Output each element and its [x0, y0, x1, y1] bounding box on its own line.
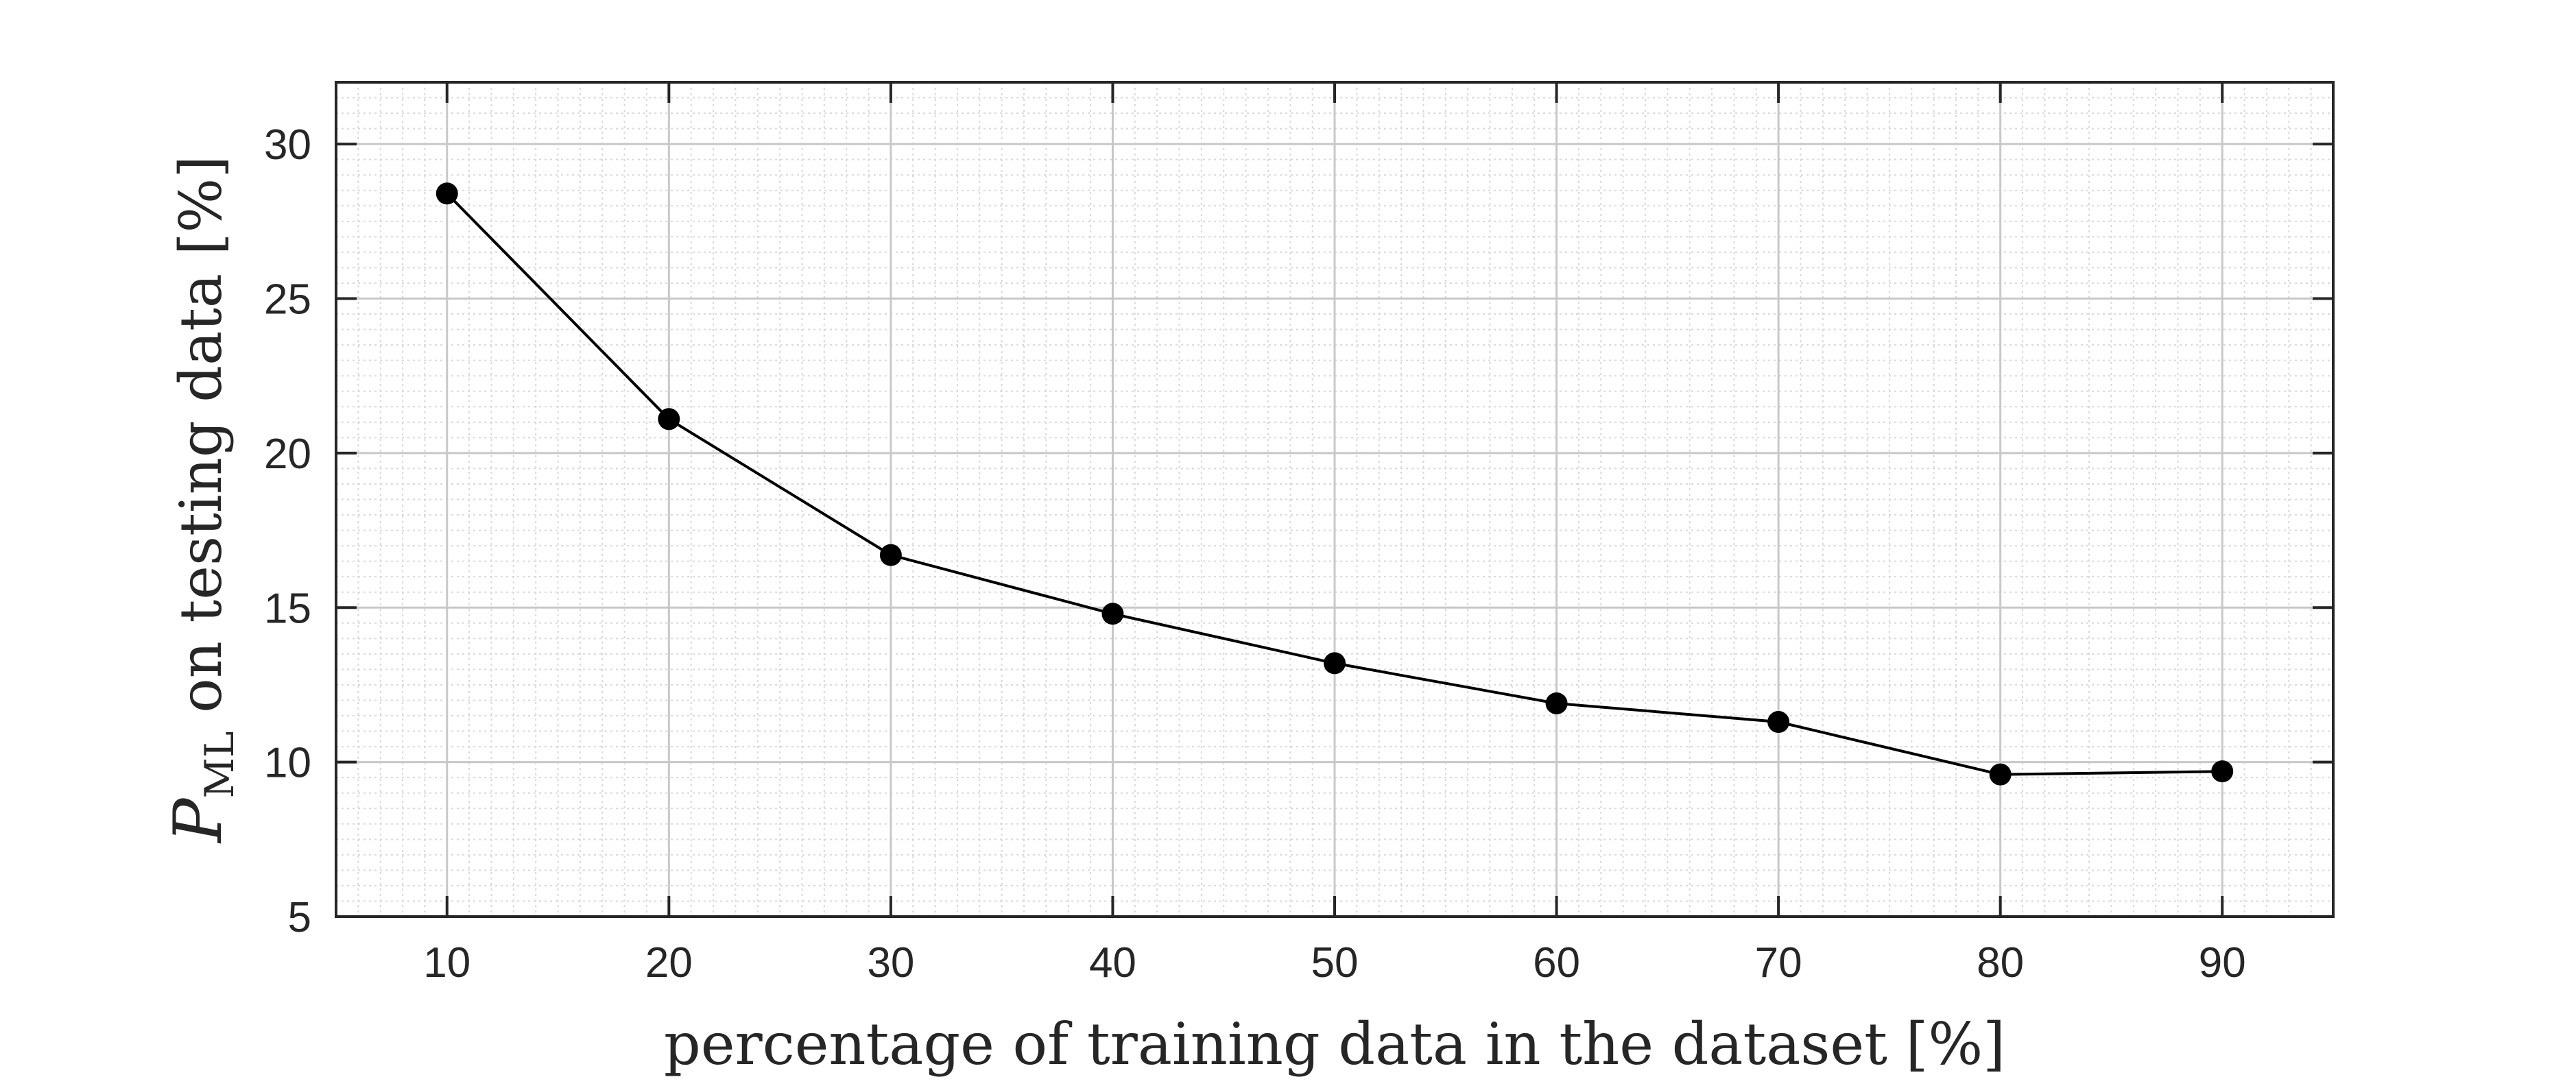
data-points: [436, 182, 2234, 786]
y-tick-label: 10: [264, 740, 311, 787]
y-tick-labels: 5 10 15 20 25 30: [264, 121, 311, 941]
y-axis-title: PML on testing data [%]: [160, 156, 243, 844]
x-tick-labels: 10 20 30 40 50 60 70 80 90: [423, 939, 2245, 987]
x-tick-label: 40: [1089, 939, 1136, 987]
y-axis-title-symbol: P: [160, 797, 237, 844]
y-axis-title-subscript: ML: [196, 732, 243, 799]
data-point: [1767, 711, 1790, 734]
data-point: [658, 408, 680, 431]
y-tick-label: 30: [264, 121, 311, 169]
x-tick-label: 10: [423, 939, 470, 987]
y-tick-label: 5: [288, 894, 311, 941]
x-tick-label: 30: [867, 939, 914, 987]
data-point: [879, 544, 902, 566]
x-tick-label: 60: [1533, 939, 1580, 987]
data-point: [436, 182, 458, 205]
y-tick-label: 15: [264, 585, 311, 632]
x-tick-label: 70: [1755, 939, 1802, 987]
data-point: [1989, 763, 2012, 786]
x-tick-label: 90: [2199, 939, 2246, 987]
x-tick-label: 80: [1977, 939, 2024, 987]
data-point: [1324, 652, 1346, 675]
data-point: [2211, 760, 2234, 783]
data-point: [1545, 692, 1568, 714]
x-axis-title: percentage of training data in the datas…: [664, 1011, 2005, 1078]
y-axis-title-rest: on testing data [%]: [167, 156, 235, 732]
x-tick-label: 20: [645, 939, 693, 987]
plot-frame: [335, 81, 2335, 918]
x-tick-label: 50: [1311, 939, 1359, 987]
y-tick-label: 25: [264, 276, 311, 324]
y-tick-label: 20: [264, 431, 311, 478]
data-point: [1101, 603, 1124, 625]
